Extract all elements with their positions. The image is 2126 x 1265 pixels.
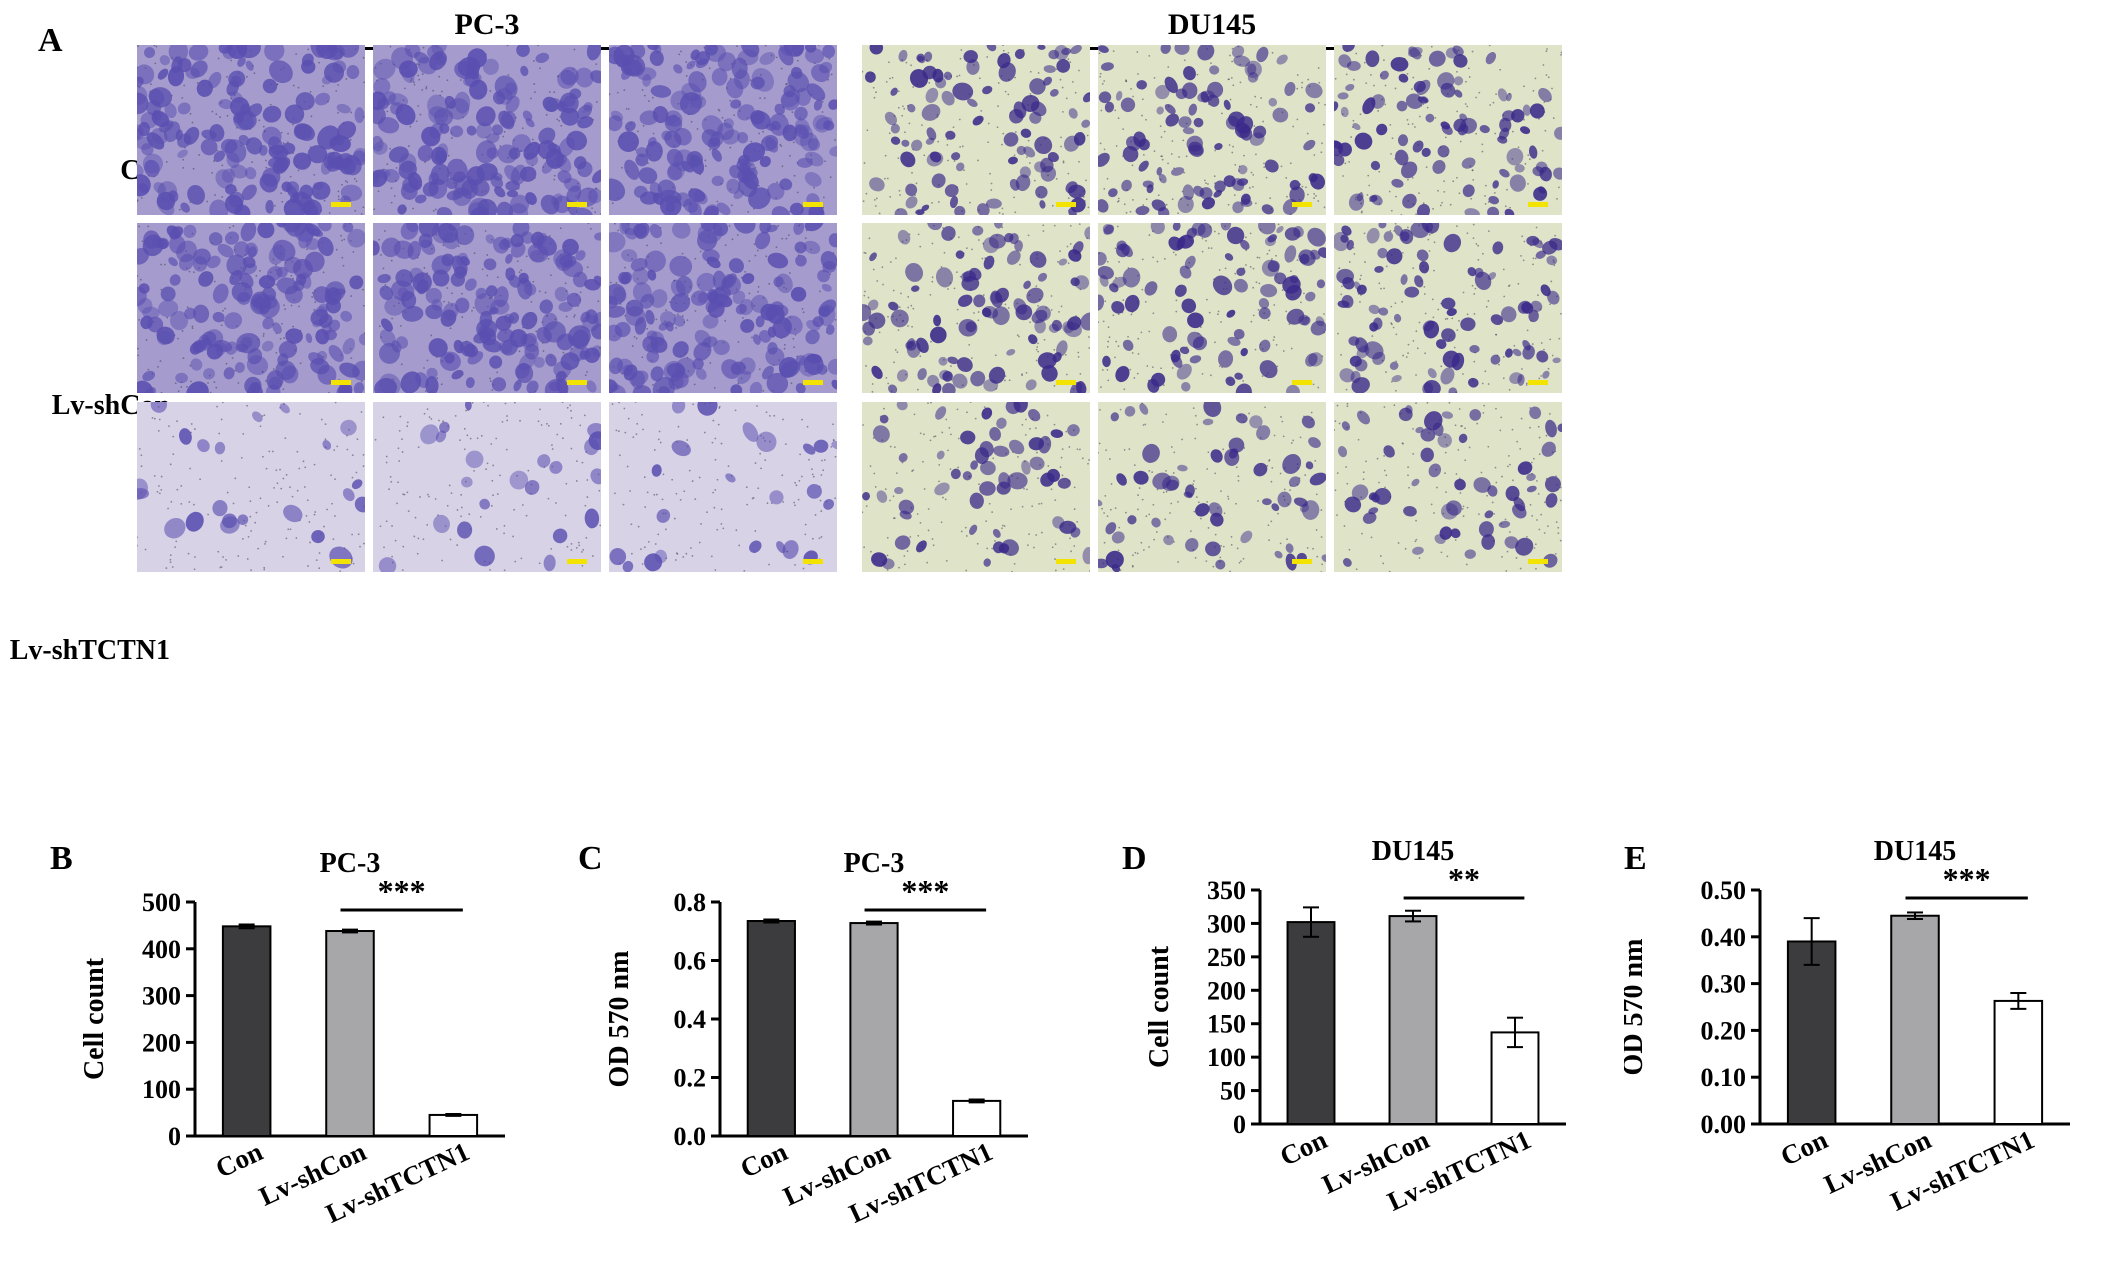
bar-lv-shcon: [1388, 915, 1438, 1126]
bar-lv-shtctn1: [952, 1099, 1002, 1137]
bar-con: [746, 920, 796, 1137]
group-title-du145: DU145: [1167, 8, 1257, 41]
y-tick-label: 0.6: [674, 947, 707, 976]
bar-con: [1786, 940, 1837, 1126]
y-tick-label: 250: [1207, 943, 1246, 972]
micrograph-pc3-1-0: [137, 223, 365, 393]
bar-con: [1286, 921, 1336, 1125]
group-title-pc3: PC-3: [454, 8, 520, 41]
y-axis-label: OD 570 nm: [604, 951, 635, 1088]
y-tick-label: 0.20: [1701, 1016, 1747, 1045]
panel-letter-c: C: [578, 840, 603, 877]
significance-label: **: [1448, 861, 1480, 897]
y-tick-label: 300: [142, 982, 181, 1011]
panel-letter-a: A: [38, 22, 63, 59]
bar-lv-shcon: [1890, 914, 1940, 1125]
micrograph-du145-0-0: [862, 45, 1090, 215]
y-tick-label: 0.00: [1701, 1110, 1747, 1139]
bar-chart-c: PC-30.00.20.40.60.8OD 570 nmConLv-shConL…: [604, 848, 1028, 1229]
y-tick-label: 200: [1207, 976, 1246, 1005]
micrograph-pc3-2-1: [373, 402, 601, 572]
bar-lv-shtctn1: [428, 1113, 479, 1138]
category-label: Con: [1776, 1124, 1832, 1171]
panel-letter-e: E: [1624, 840, 1647, 877]
y-axis-label: Cell count: [1144, 945, 1175, 1068]
y-tick-label: 0: [1233, 1110, 1246, 1139]
chart-title: DU145: [1874, 836, 1956, 867]
y-tick-label: 0.30: [1701, 970, 1747, 999]
y-tick-label: 0.4: [674, 1005, 707, 1034]
micrograph-du145-1-0: [862, 223, 1090, 393]
chart-title: DU145: [1372, 836, 1454, 867]
micrograph-du145-0-2: [1334, 45, 1562, 215]
micrograph-pc3-0-1: [373, 45, 601, 215]
chart-title: PC-3: [844, 848, 905, 879]
y-tick-label: 100: [142, 1075, 181, 1104]
micrograph-pc3-0-0: [137, 45, 365, 215]
y-tick-label: 100: [1207, 1043, 1246, 1072]
y-tick-label: 0: [168, 1122, 181, 1151]
category-label: Con: [1275, 1124, 1331, 1171]
panel-letter-d: D: [1122, 840, 1147, 877]
bar-chart-e: DU145 0.00 0.10 0.20 0.30 0.40 0.50 OD 570 nm Co…: [1624, 836, 2070, 1217]
significance-label: ***: [378, 873, 426, 909]
y-tick-label: 350: [1207, 876, 1246, 905]
y-tick-label: 500: [142, 888, 181, 917]
micrograph-du145-1-2: [1334, 223, 1562, 393]
micrograph-pc3-1-2: [609, 223, 837, 393]
y-tick-label: 400: [142, 935, 181, 964]
row-label-lv-shtctn1: Lv-shTCTN1: [9, 635, 170, 666]
micrograph-du145-2-0: [862, 402, 1090, 572]
bar-lv-shcon: [849, 922, 899, 1137]
significance-label: ***: [1943, 861, 1991, 897]
bar-lv-shcon: [325, 930, 375, 1137]
y-tick-label: 0.10: [1701, 1063, 1747, 1092]
bar-lv-shtctn1: [1993, 999, 2044, 1125]
y-axis-label: OD 570 nm: [1624, 939, 1649, 1076]
y-tick-label: 0.40: [1701, 923, 1747, 952]
category-label: Con: [736, 1136, 792, 1183]
bar-con: [221, 925, 272, 1137]
y-tick-label: 0.8: [674, 888, 707, 917]
y-tick-label: 200: [142, 1028, 181, 1057]
micrograph-pc3-2-2: [609, 402, 837, 572]
chart-title: PC-3: [320, 848, 381, 879]
micrograph-du145-1-1: [1098, 223, 1326, 393]
significance-label: ***: [901, 873, 949, 909]
y-tick-label: 50: [1220, 1077, 1246, 1106]
y-tick-label: 0.2: [674, 1064, 707, 1093]
micrograph-pc3-2-0: [137, 402, 365, 572]
y-tick-label: 0.50: [1701, 876, 1747, 905]
micrograph-du145-2-2: [1334, 402, 1562, 572]
category-label: Con: [211, 1136, 267, 1183]
micrograph-pc3-0-2: [609, 45, 837, 215]
micrograph-du145-0-1: [1098, 45, 1326, 215]
panel-letter-b: B: [50, 840, 73, 877]
y-axis-label: Cell count: [79, 957, 110, 1080]
y-tick-label: 300: [1207, 909, 1246, 938]
y-tick-label: 150: [1207, 1010, 1246, 1039]
micrograph-du145-2-1: [1098, 402, 1326, 572]
micrograph-pc3-1-1: [373, 223, 601, 393]
y-tick-label: 0.0: [674, 1122, 707, 1151]
